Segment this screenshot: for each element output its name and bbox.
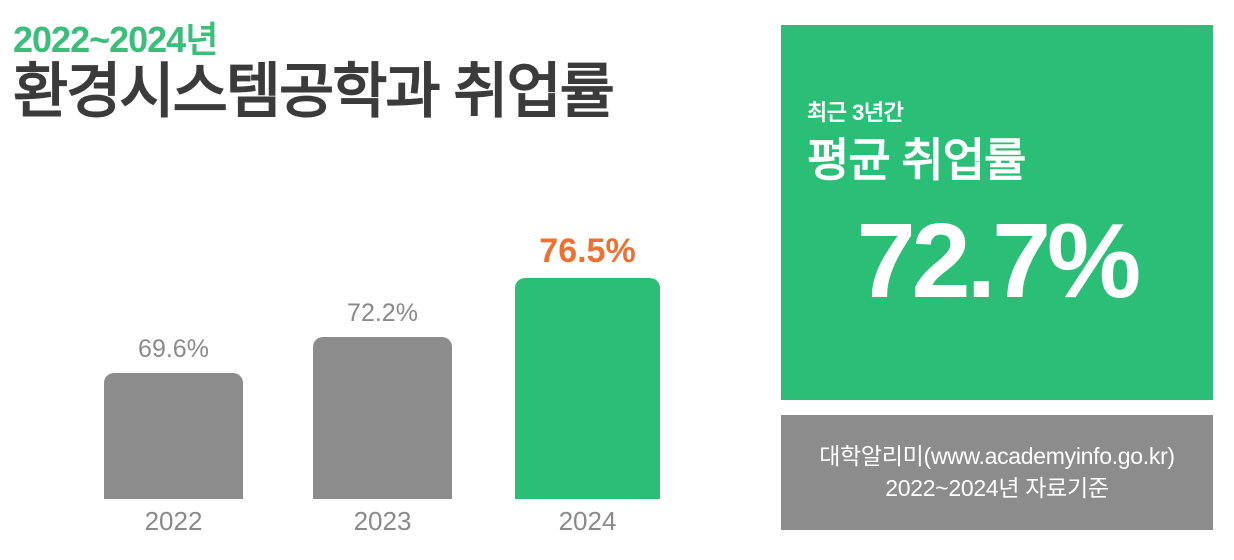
- bar-group-2022: 69.6% 2022: [104, 335, 243, 536]
- bar-2023: [313, 337, 452, 499]
- bar-group-2024: 76.5% 2024: [515, 232, 660, 536]
- summary-eyebrow-text: 최근 3년간: [807, 100, 904, 125]
- page-title: 환경시스템공학과 취업률: [13, 58, 615, 125]
- bar-2022: [104, 373, 243, 499]
- summary-label-text: 평균 취업률: [807, 134, 1026, 186]
- source-line-1: 대학알리미(www.academyinfo.go.kr): [819, 443, 1175, 470]
- bar-value-label-2024: 76.5%: [539, 232, 636, 270]
- source-line-2: 2022~2024년 자료기준: [885, 474, 1109, 501]
- bar-value-label-2022: 69.6%: [138, 335, 209, 363]
- bar-2024-highlight: [515, 278, 660, 499]
- header-period-text: 2022~2024년: [13, 19, 218, 60]
- summary-value-text: 72.7%: [856, 201, 1142, 320]
- employment-rate-bar-chart: 69.6% 2022 72.2% 2023 76.5% 2024: [104, 232, 660, 536]
- x-axis-label-2023: 2023: [353, 506, 412, 536]
- x-axis-label-2022: 2022: [144, 506, 203, 536]
- x-axis-label-2024: 2024: [558, 506, 617, 536]
- average-rate-panel: 최근 3년간 평균 취업률 72.7%: [781, 25, 1213, 400]
- bar-group-2023: 72.2% 2023: [313, 299, 452, 536]
- bar-value-label-2023: 72.2%: [347, 299, 418, 327]
- data-source-panel: 대학알리미(www.academyinfo.go.kr) 2022~2024년 …: [781, 415, 1213, 530]
- header: 2022~2024년 환경시스템공학과 취업률: [13, 19, 615, 125]
